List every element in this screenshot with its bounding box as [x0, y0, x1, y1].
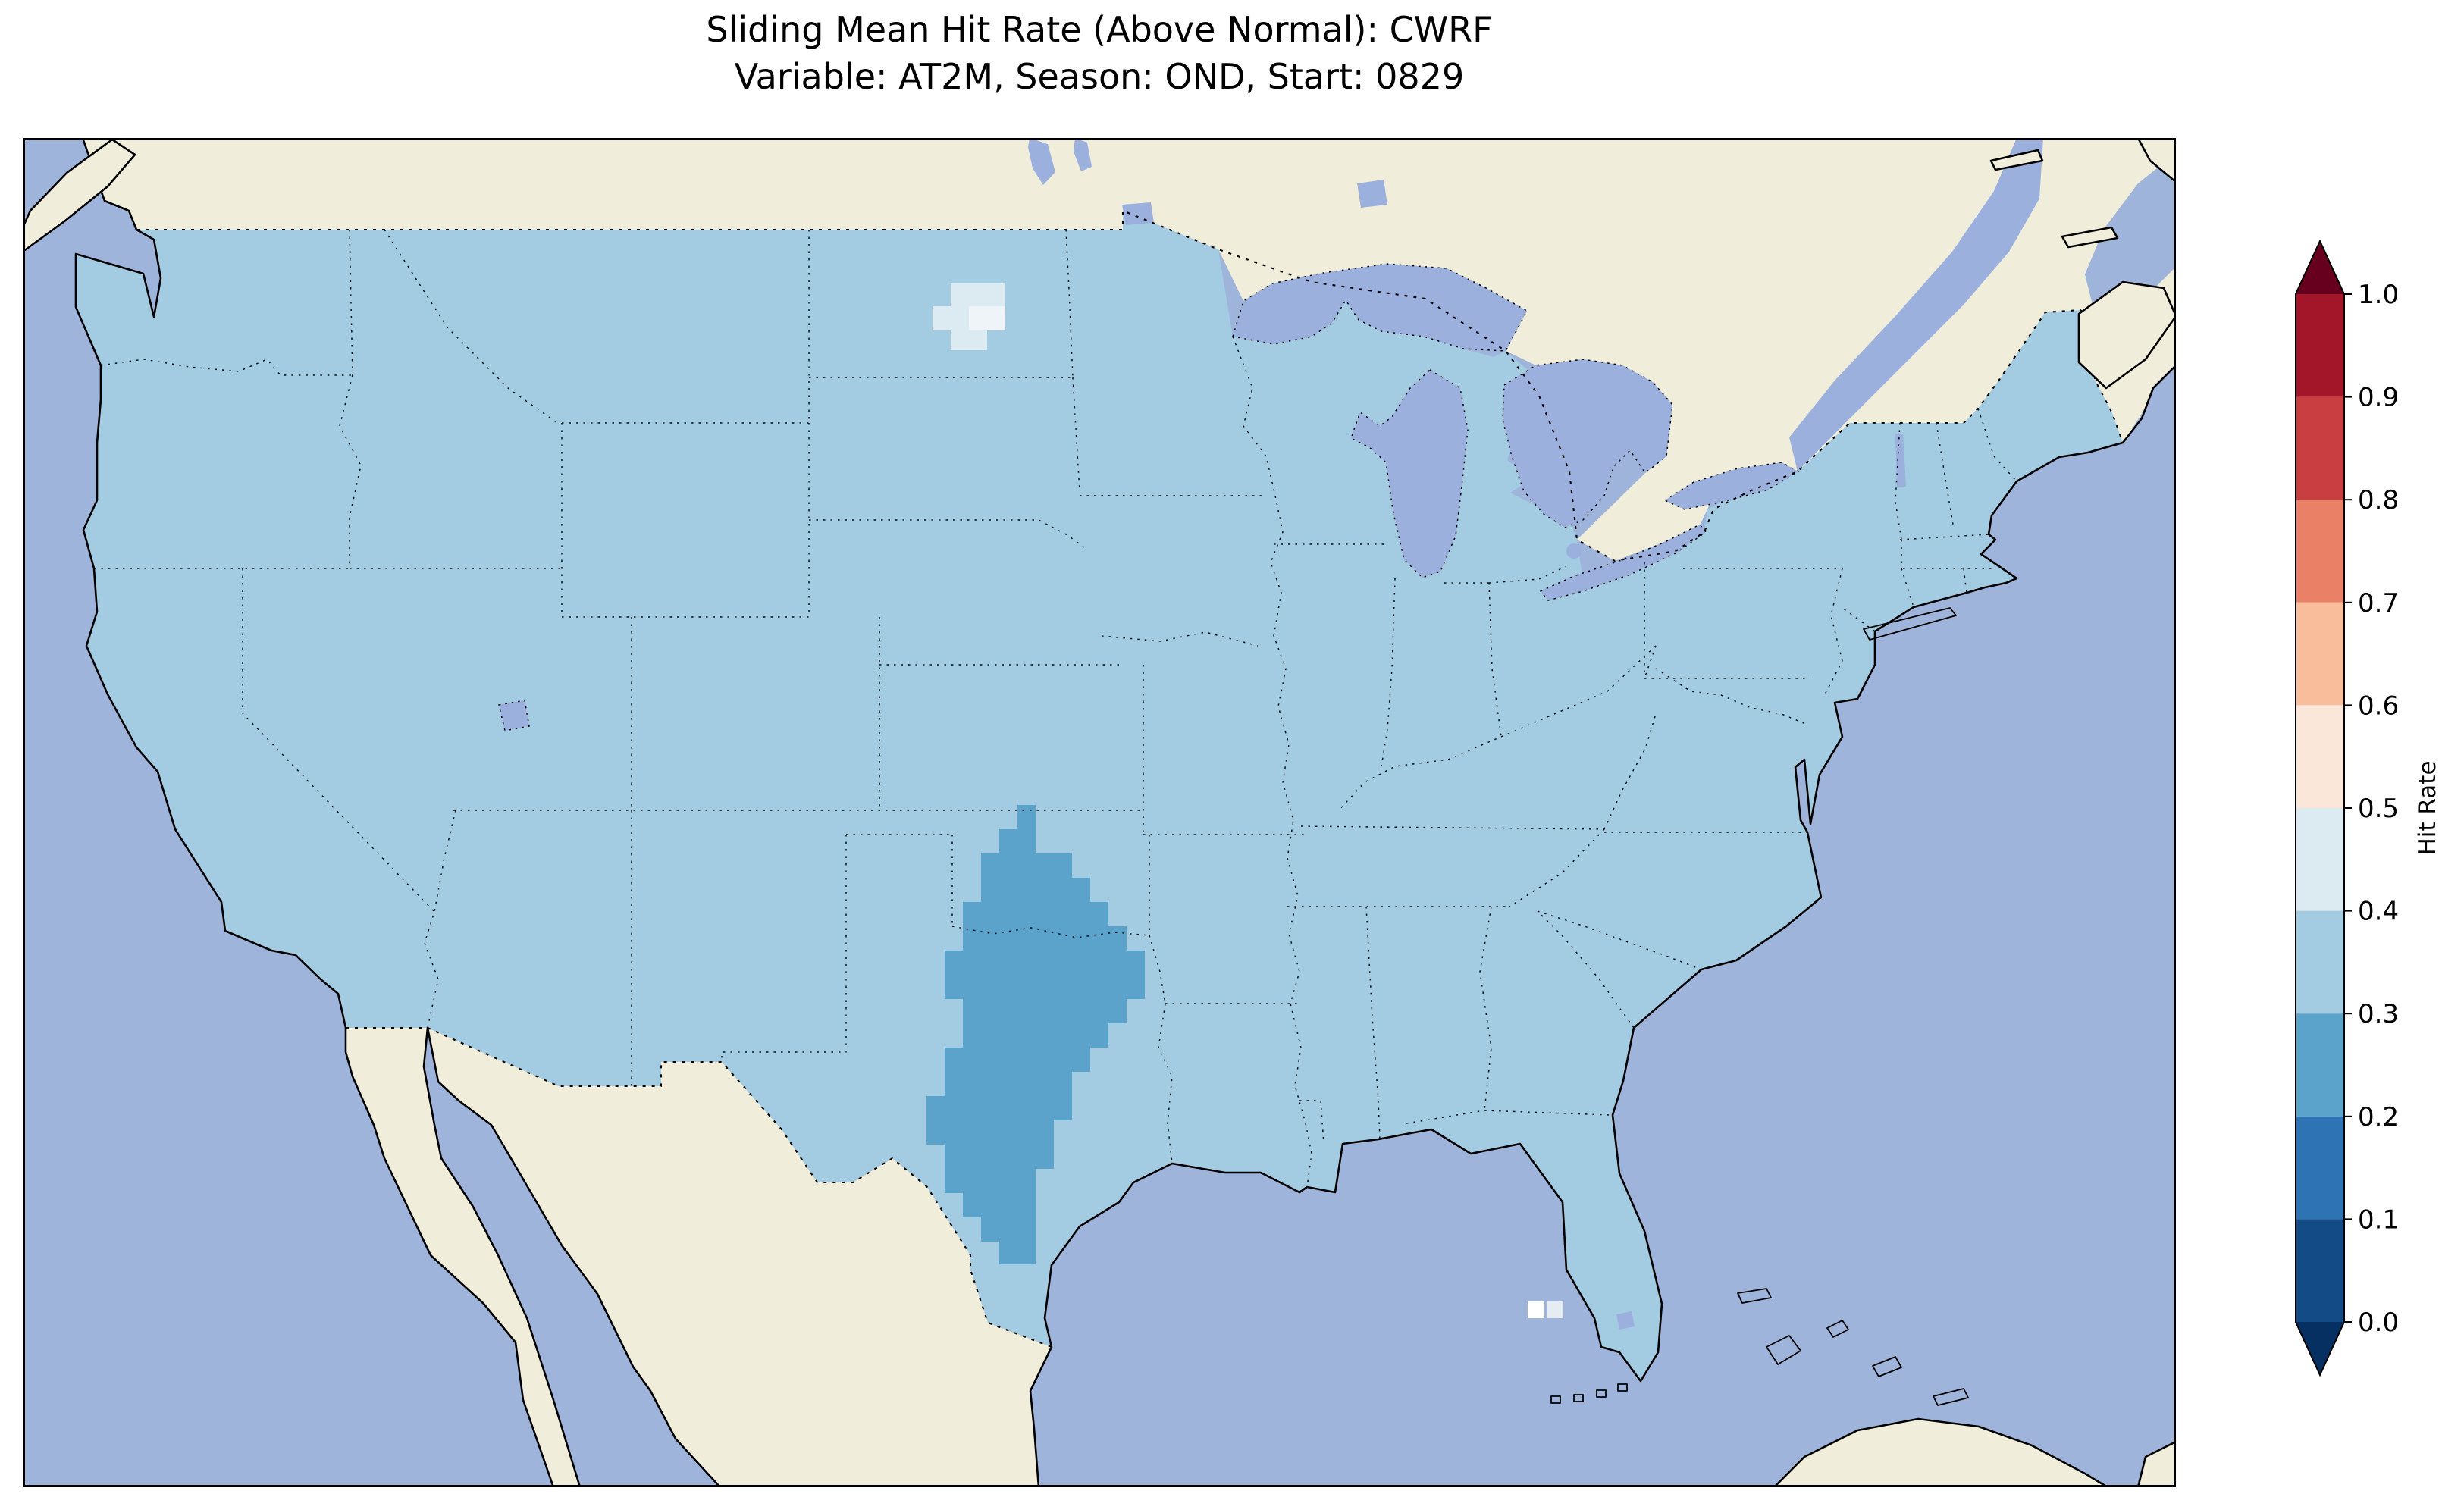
colorbar-bin-9	[2296, 294, 2344, 397]
tick-0.3: 0.3	[2358, 999, 2399, 1029]
great-lakes	[499, 264, 1906, 1330]
caribbean-islands	[1550, 1288, 2176, 1487]
florida-keys-1	[1617, 1383, 1628, 1392]
colorbar: 1.0 0.9 0.8 0.7 0.6 0.5 0.4 0.3 0.2 0.1 …	[2274, 227, 2464, 1410]
tick-0.7: 0.7	[2358, 588, 2399, 619]
colorbar-arrow-under	[2296, 1322, 2344, 1375]
nova-scotia	[2077, 280, 2176, 390]
colorbar-bin-3	[2296, 910, 2344, 1014]
tick-0.2: 0.2	[2358, 1102, 2399, 1132]
lake-superior	[1233, 264, 1527, 351]
colorbar-bin-4	[2296, 808, 2344, 911]
bahamas-island-3	[1826, 1320, 1849, 1338]
bahamas-island-4	[1872, 1356, 1902, 1377]
lake-champlain	[1895, 434, 1906, 487]
newfoundland-corner	[2136, 138, 2176, 183]
great-salt-lake	[499, 700, 529, 731]
colorbar-bin-7	[2296, 500, 2344, 603]
florida-keys-4	[1550, 1395, 1561, 1404]
colorbar-label: Hit Rate	[2414, 760, 2441, 855]
plot-title: Sliding Mean Hit Rate (Above Normal): CW…	[23, 6, 2176, 100]
tick-0.9: 0.9	[2358, 383, 2399, 413]
lake-manitoba	[1074, 138, 1092, 171]
us-landmass	[76, 211, 2123, 1381]
colorbar-bin-0	[2296, 1219, 2344, 1322]
lake-okeechobee	[1616, 1311, 1635, 1330]
tick-0.8: 0.8	[2358, 485, 2399, 515]
maritime-islands	[1989, 138, 2176, 390]
canada-landmass	[83, 138, 2176, 561]
bahamas-island-2	[1766, 1335, 1801, 1365]
tick-0.6: 0.6	[2358, 691, 2399, 721]
map-frame	[23, 138, 2176, 1487]
map-panel	[23, 138, 2176, 1487]
lake-ontario	[1665, 462, 1798, 509]
lake-nipigon	[1357, 180, 1387, 208]
gulf-of-st-lawrence	[2085, 153, 2176, 320]
colorbar-ticks	[2344, 293, 2352, 1323]
lake-winnipeg	[1028, 138, 1055, 185]
st-lawrence-river	[1789, 138, 2043, 471]
colorbar-arrow-over	[2296, 241, 2344, 294]
colorbar-canvas: 1.0 0.9 0.8 0.7 0.6 0.5 0.4 0.3 0.2 0.1 …	[2295, 239, 2441, 1377]
lake-huron	[1503, 359, 1672, 528]
tick-1.0: 1.0	[2358, 280, 2399, 310]
baja-california	[346, 1028, 580, 1487]
florida-keys-2	[1596, 1389, 1607, 1398]
atlantic-gulf-coastline	[1029, 364, 2176, 1487]
tick-0.4: 0.4	[2358, 897, 2399, 927]
hispaniola-corner	[2136, 1440, 2176, 1487]
lake-michigan	[1351, 370, 1468, 578]
long-island	[1863, 607, 1957, 641]
colorbar-bin-2	[2296, 1013, 2344, 1117]
lake-erie	[1541, 525, 1706, 600]
lake-of-the-woods	[1122, 202, 1154, 225]
bay-of-fundy	[2124, 368, 2176, 449]
map-canvas	[23, 138, 2176, 1487]
colorbar-bin-8	[2296, 396, 2344, 500]
mexico-landmass	[428, 1028, 1052, 1487]
colorbar-bin-6	[2296, 602, 2344, 706]
colorbar-tick-labels: 1.0 0.9 0.8 0.7 0.6 0.5 0.4 0.3 0.2 0.1 …	[2358, 280, 2399, 1338]
prince-edward-island	[2061, 226, 2119, 249]
anticosti-island	[1989, 149, 2044, 171]
cuba	[1773, 1417, 2109, 1487]
tick-0.0: 0.0	[2358, 1308, 2399, 1338]
tick-0.5: 0.5	[2358, 794, 2399, 824]
tick-0.1: 0.1	[2358, 1204, 2399, 1235]
pacific-coastline	[74, 138, 722, 1487]
hit-rate-specks-florida	[1528, 1301, 1563, 1318]
hit-rate-patch-north-dakota	[933, 283, 1005, 350]
bahamas-island-5	[1933, 1388, 1969, 1406]
florida-keys-3	[1573, 1394, 1584, 1402]
plot-title-line2: Variable: AT2M, Season: OND, Start: 0829	[734, 56, 1465, 98]
plot-title-line1: Sliding Mean Hit Rate (Above Normal): CW…	[706, 9, 1493, 50]
lake-st-clair	[1566, 543, 1582, 559]
us-canada-border	[136, 209, 2124, 562]
bahamas-island-1	[1737, 1288, 1772, 1304]
colorbar-bin-1	[2296, 1116, 2344, 1220]
colorbar-bin-5	[2296, 705, 2344, 808]
hit-rate-patch-texas-oklahoma	[926, 805, 1145, 1264]
us-mexico-border	[346, 1026, 1052, 1348]
